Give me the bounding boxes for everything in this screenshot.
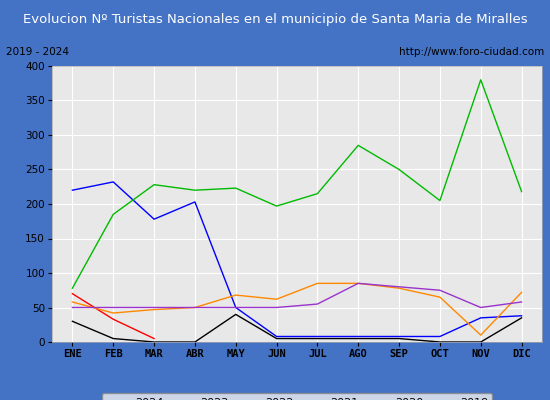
Text: Evolucion Nº Turistas Nacionales en el municipio de Santa Maria de Miralles: Evolucion Nº Turistas Nacionales en el m…: [23, 12, 527, 26]
Legend: 2024, 2023, 2022, 2021, 2020, 2019: 2024, 2023, 2022, 2021, 2020, 2019: [102, 393, 492, 400]
Text: http://www.foro-ciudad.com: http://www.foro-ciudad.com: [399, 47, 544, 57]
Text: 2019 - 2024: 2019 - 2024: [6, 47, 69, 57]
